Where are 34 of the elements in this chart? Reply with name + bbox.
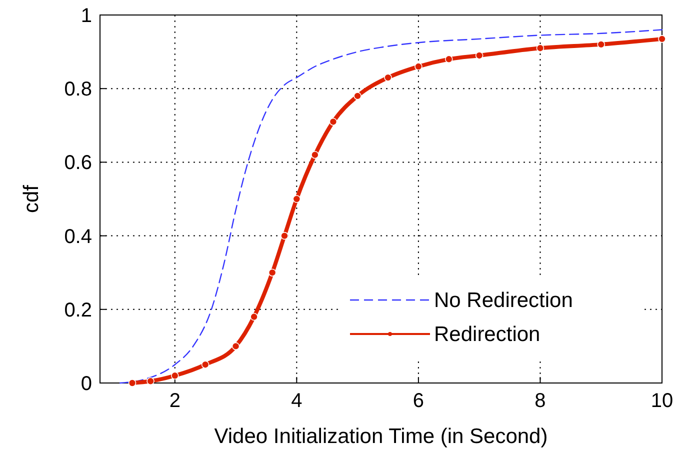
point	[146, 377, 154, 386]
x-tick-label: 8	[534, 390, 546, 412]
point	[597, 40, 606, 48]
legend-label: Redirection	[434, 323, 540, 346]
x-tick-label: 2	[169, 390, 180, 412]
y-tick-label: 0.6	[64, 152, 92, 174]
point	[329, 118, 338, 126]
x-tick-label: 10	[650, 390, 674, 412]
legend-label: No Redirection	[434, 289, 573, 312]
point	[384, 74, 392, 82]
point	[292, 195, 301, 203]
point	[280, 232, 288, 240]
y-tick-label: 0.8	[64, 78, 92, 101]
point	[128, 379, 136, 387]
point	[475, 52, 484, 60]
y-tick-label: 0	[80, 373, 92, 395]
x-tick-label: 4	[291, 390, 302, 412]
y-tick-label: 0.4	[64, 226, 92, 248]
point	[201, 360, 210, 368]
y-tick-label: 1	[80, 5, 92, 27]
x-axis-title: Video Initialization Time (in Second)	[214, 425, 548, 448]
point	[170, 372, 179, 380]
point	[444, 55, 453, 64]
y-tick-label: 0.2	[64, 299, 92, 322]
point	[232, 342, 240, 350]
point	[268, 268, 276, 276]
y-axis-title: cdf	[20, 184, 43, 214]
point	[536, 44, 544, 52]
point	[250, 312, 258, 321]
point	[414, 62, 422, 70]
point	[311, 150, 319, 159]
point	[354, 92, 362, 100]
point	[658, 35, 666, 43]
x-tick-label: 6	[412, 390, 424, 412]
